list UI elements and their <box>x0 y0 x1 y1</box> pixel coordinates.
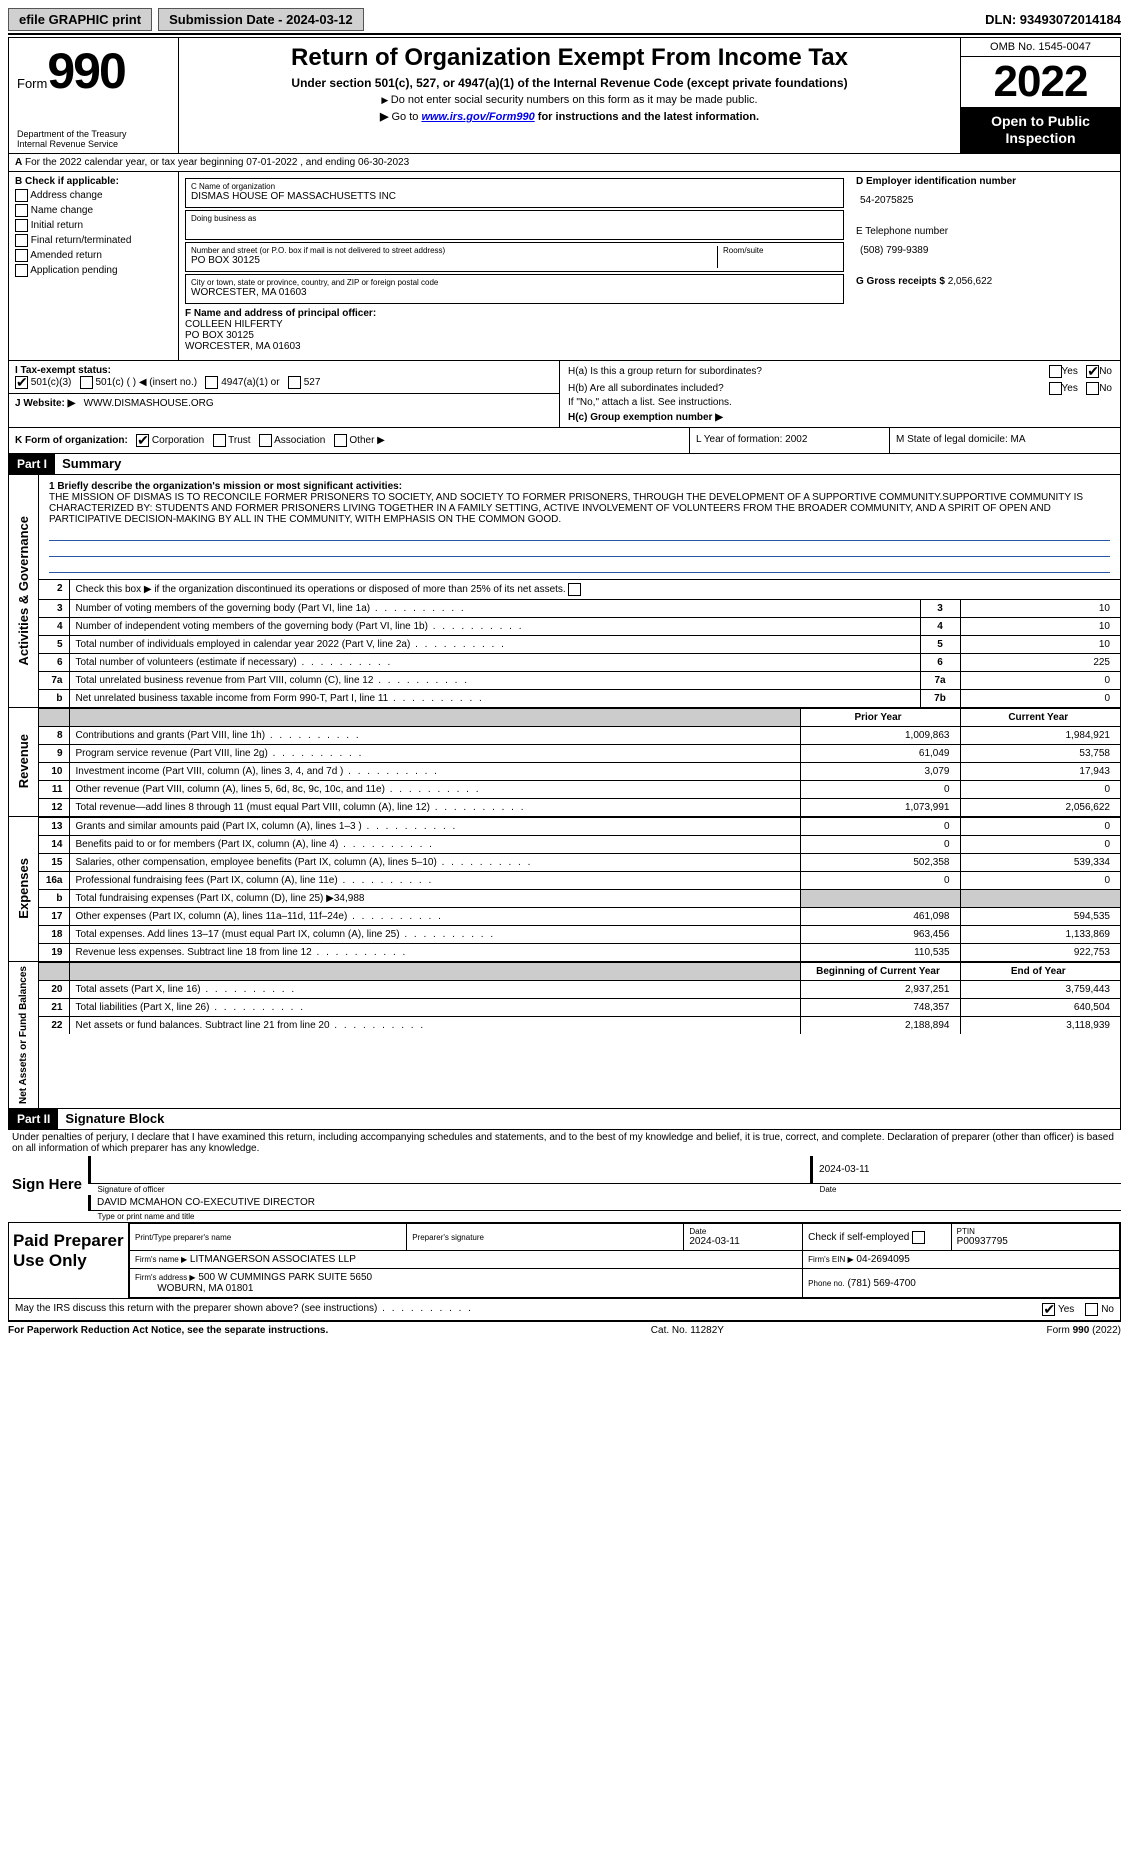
col-deg: D Employer identification number 54-2075… <box>850 172 1120 360</box>
table-row: 11Other revenue (Part VIII, column (A), … <box>39 780 1120 798</box>
goto-note: ▶ Go to www.irs.gov/Form990 for instruct… <box>189 110 950 123</box>
sign-here-block: Sign Here 2024-03-11 Signature of office… <box>8 1156 1121 1223</box>
field-officer: F Name and address of principal officer:… <box>185 306 844 354</box>
table-row: 16aProfessional fundraising fees (Part I… <box>39 871 1120 889</box>
ssn-note: Do not enter social security numbers on … <box>189 94 950 106</box>
chk-irs-yes[interactable] <box>1042 1303 1055 1316</box>
may-irs-row: May the IRS discuss this return with the… <box>8 1299 1121 1321</box>
table-row: 10Investment income (Part VIII, column (… <box>39 762 1120 780</box>
chk-amended-return[interactable] <box>15 249 28 262</box>
form-title: Return of Organization Exempt From Incom… <box>189 44 950 72</box>
dept-treasury: Department of the Treasury Internal Reve… <box>17 129 170 149</box>
revenue-table: Prior YearCurrent Year 8Contributions an… <box>39 708 1120 816</box>
row-i: I Tax-exempt status: 501(c)(3) 501(c) ( … <box>9 361 559 394</box>
table-row: 19Revenue less expenses. Subtract line 1… <box>39 943 1120 961</box>
table-row: 5Total number of individuals employed in… <box>39 635 1120 653</box>
table-row: 15Salaries, other compensation, employee… <box>39 853 1120 871</box>
gross-receipts: 2,056,622 <box>948 276 993 287</box>
section-fhij: I Tax-exempt status: 501(c)(3) 501(c) ( … <box>8 361 1121 428</box>
net-assets-section: Net Assets or Fund Balances Beginning of… <box>8 962 1121 1109</box>
chk-ha-no[interactable] <box>1086 365 1099 378</box>
page-footer: For Paperwork Reduction Act Notice, see … <box>8 1321 1121 1336</box>
omb-number: OMB No. 1545-0047 <box>961 38 1120 57</box>
state-domicile: M State of legal domicile: MA <box>890 428 1120 453</box>
net-assets-table: Beginning of Current YearEnd of Year 20T… <box>39 962 1120 1034</box>
part2-bar: Part II Signature Block <box>8 1109 1121 1130</box>
chk-initial-return[interactable] <box>15 219 28 232</box>
col-b-header: B Check if applicable: <box>15 176 172 187</box>
submission-date-button[interactable]: Submission Date - 2024-03-12 <box>158 8 364 31</box>
table-row: 22Net assets or fund balances. Subtract … <box>39 1016 1120 1034</box>
signature-field[interactable] <box>90 1156 812 1184</box>
field-address: Number and street (or P.O. box if mail i… <box>185 242 844 272</box>
form-number: 990 <box>47 42 124 100</box>
table-row: 6Total number of volunteers (estimate if… <box>39 653 1120 671</box>
form-header: Form 990 Department of the Treasury Inte… <box>8 37 1121 154</box>
chk-hb-no[interactable] <box>1086 382 1099 395</box>
chk-final-return[interactable] <box>15 234 28 247</box>
chk-name-change[interactable] <box>15 204 28 217</box>
chk-application-pending[interactable] <box>15 264 28 277</box>
sig-date: 2024-03-11 <box>812 1156 1121 1184</box>
tax-year: 2022 <box>961 57 1120 107</box>
form-word: Form <box>17 76 47 91</box>
col-b: B Check if applicable: Address change Na… <box>9 172 179 360</box>
table-row: 12Total revenue—add lines 8 through 11 (… <box>39 798 1120 816</box>
chk-irs-no[interactable] <box>1085 1303 1098 1316</box>
officer-name: DAVID MCMAHON CO-EXECUTIVE DIRECTOR <box>90 1195 1122 1211</box>
table-row: 3Number of voting members of the governi… <box>39 599 1120 617</box>
chk-ha-yes[interactable] <box>1049 365 1062 378</box>
section-a: A For the 2022 calendar year, or tax yea… <box>8 154 1121 172</box>
chk-self-employed[interactable] <box>912 1231 925 1244</box>
table-row: 7aTotal unrelated business revenue from … <box>39 671 1120 689</box>
chk-discontinued[interactable] <box>568 583 581 596</box>
phone-value: (508) 799-9389 <box>856 237 1114 276</box>
revenue-section: Revenue Prior YearCurrent Year 8Contribu… <box>8 708 1121 817</box>
chk-assoc[interactable] <box>259 434 272 447</box>
chk-501c3[interactable] <box>15 376 28 389</box>
table-row: 18Total expenses. Add lines 13–17 (must … <box>39 925 1120 943</box>
mission-text: THE MISSION OF DISMAS IS TO RECONCILE FO… <box>49 492 1110 525</box>
table-row: bNet unrelated business taxable income f… <box>39 689 1120 707</box>
chk-other[interactable] <box>334 434 347 447</box>
year-formation: L Year of formation: 2002 <box>690 428 890 453</box>
table-row: 13Grants and similar amounts paid (Part … <box>39 817 1120 835</box>
chk-corp[interactable] <box>136 434 149 447</box>
chk-527[interactable] <box>288 376 301 389</box>
field-city: City or town, state or province, country… <box>185 274 844 304</box>
part1-bar: Part I Summary <box>8 454 1121 475</box>
governance-table: 2Check this box ▶ if the organization di… <box>39 579 1120 707</box>
ein-value: 54-2075825 <box>856 187 1114 226</box>
chk-address-change[interactable] <box>15 189 28 202</box>
expenses-table: 13Grants and similar amounts paid (Part … <box>39 817 1120 961</box>
row-j: J Website: ▶ WWW.DISMASHOUSE.ORG <box>9 394 559 413</box>
section-bcd: B Check if applicable: Address change Na… <box>8 172 1121 361</box>
table-row: 17Other expenses (Part IX, column (A), l… <box>39 907 1120 925</box>
table-row: 9Program service revenue (Part VIII, lin… <box>39 744 1120 762</box>
paid-preparer-block: Paid Preparer Use Only Print/Type prepar… <box>8 1222 1121 1299</box>
chk-trust[interactable] <box>213 434 226 447</box>
expenses-section: Expenses 13Grants and similar amounts pa… <box>8 817 1121 962</box>
table-row: 21Total liabilities (Part X, line 26)748… <box>39 998 1120 1016</box>
table-row: 20Total assets (Part X, line 16)2,937,25… <box>39 980 1120 998</box>
row-klm: K Form of organization: Corporation Trus… <box>8 428 1121 454</box>
top-bar: efile GRAPHIC print Submission Date - 20… <box>8 8 1121 35</box>
field-dba: Doing business as <box>185 210 844 240</box>
table-row: 8Contributions and grants (Part VIII, li… <box>39 726 1120 744</box>
perjury-declaration: Under penalties of perjury, I declare th… <box>8 1130 1121 1156</box>
form-subtitle: Under section 501(c), 527, or 4947(a)(1)… <box>189 76 950 90</box>
field-org-name: C Name of organization DISMAS HOUSE OF M… <box>185 178 844 208</box>
dln-label: DLN: 93493072014184 <box>985 12 1121 27</box>
col-h: H(a) Is this a group return for subordin… <box>560 361 1120 427</box>
activities-governance: Activities & Governance 1 Briefly descri… <box>8 475 1121 708</box>
chk-4947[interactable] <box>205 376 218 389</box>
open-to-public: Open to Public Inspection <box>961 107 1120 153</box>
table-row: 14Benefits paid to or for members (Part … <box>39 835 1120 853</box>
irs-link[interactable]: www.irs.gov/Form990 <box>421 111 534 123</box>
chk-501c[interactable] <box>80 376 93 389</box>
efile-print-button[interactable]: efile GRAPHIC print <box>8 8 152 31</box>
chk-hb-yes[interactable] <box>1049 382 1062 395</box>
table-row: 4Number of independent voting members of… <box>39 617 1120 635</box>
